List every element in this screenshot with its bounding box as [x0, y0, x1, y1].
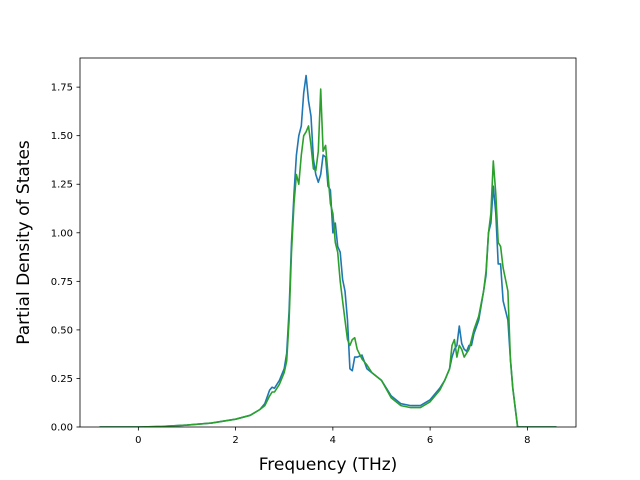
x-tick-label: 6 [427, 435, 433, 446]
y-tick-label: 1.50 [51, 131, 73, 142]
y-tick-label: 1.25 [51, 180, 73, 191]
y-tick-label: 0.00 [51, 423, 73, 434]
y-axis-label: Partial Density of States [14, 140, 34, 345]
x-tick-label: 4 [330, 435, 336, 446]
y-tick-label: 0.75 [51, 277, 73, 288]
x-tick-label: 0 [135, 435, 141, 446]
y-tick-label: 0.50 [51, 325, 73, 336]
y-tick-label: 1.75 [51, 83, 73, 94]
x-axis-label: Frequency (THz) [259, 455, 398, 475]
series-layer [99, 74, 557, 427]
y-tick-label: 1.00 [51, 228, 73, 239]
series-line-2 [99, 88, 557, 427]
y-tick-label: 0.25 [51, 374, 73, 385]
ticks-layer: 0 2 4 6 8 0.00 0.25 0.50 0.75 1.00 1.25 1.50 1.75 [51, 83, 531, 446]
x-tick-label: 2 [232, 435, 238, 446]
x-tick-label: 8 [524, 435, 530, 446]
plot-frame [79, 57, 577, 428]
